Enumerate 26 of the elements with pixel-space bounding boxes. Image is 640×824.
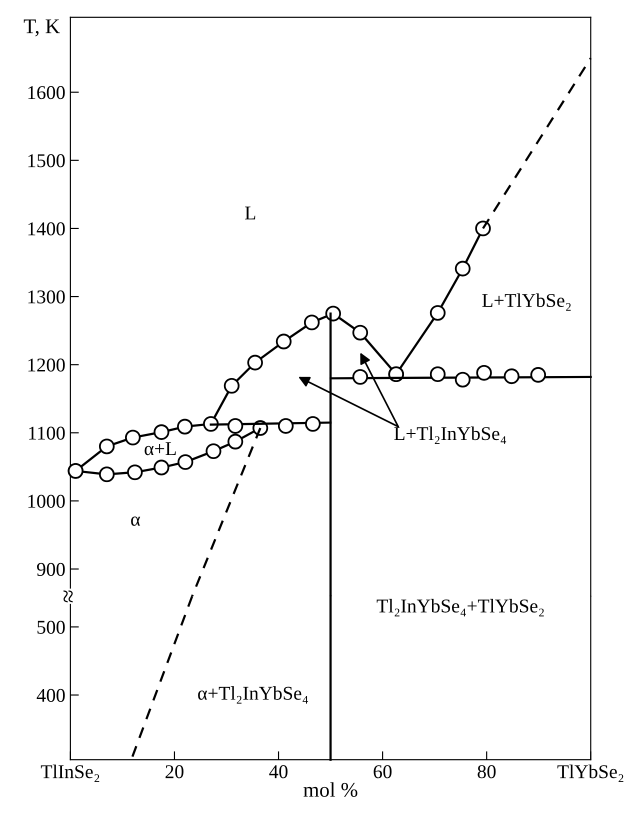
annotation: α+L xyxy=(144,442,176,456)
annotation: L xyxy=(245,206,256,220)
y-tick-label: 500 xyxy=(38,620,65,634)
y-axis-title: T, K xyxy=(24,19,60,36)
x-tick-label: 20 xyxy=(166,765,184,778)
x-tick-label: 40 xyxy=(269,765,288,778)
annotation: Tl₂InYbSe₄+TlYbSe₂ xyxy=(376,598,544,616)
y-tick-label: 1600 xyxy=(28,86,65,100)
y-tick-label: 1200 xyxy=(28,358,65,372)
x-tick-label: 80 xyxy=(478,765,496,778)
y-tick-label: 1300 xyxy=(28,290,65,304)
x-tick-label: TlYbSe₂ xyxy=(557,764,624,782)
annotation: L+TlYbSe₂ xyxy=(482,293,571,311)
y-tick-label: 900 xyxy=(37,562,65,576)
annotation: α+Tl₂InYbSe₄ xyxy=(198,686,308,704)
annotation: ≈ xyxy=(64,590,73,602)
y-tick-label: 1000 xyxy=(28,494,65,508)
x-axis-title: mol % xyxy=(304,782,358,797)
y-tick-label: 1100 xyxy=(29,426,65,440)
y-tick-label: 400 xyxy=(36,688,65,702)
x-tick-label: 60 xyxy=(374,765,392,778)
y-tick-label: 1500 xyxy=(28,154,65,168)
annotation: L+Tl₂InYbSe₄ xyxy=(394,426,506,444)
x-tick-label: TlInSe₂ xyxy=(40,764,100,782)
annotation: α xyxy=(131,516,140,526)
y-tick-label: 1400 xyxy=(28,222,65,236)
